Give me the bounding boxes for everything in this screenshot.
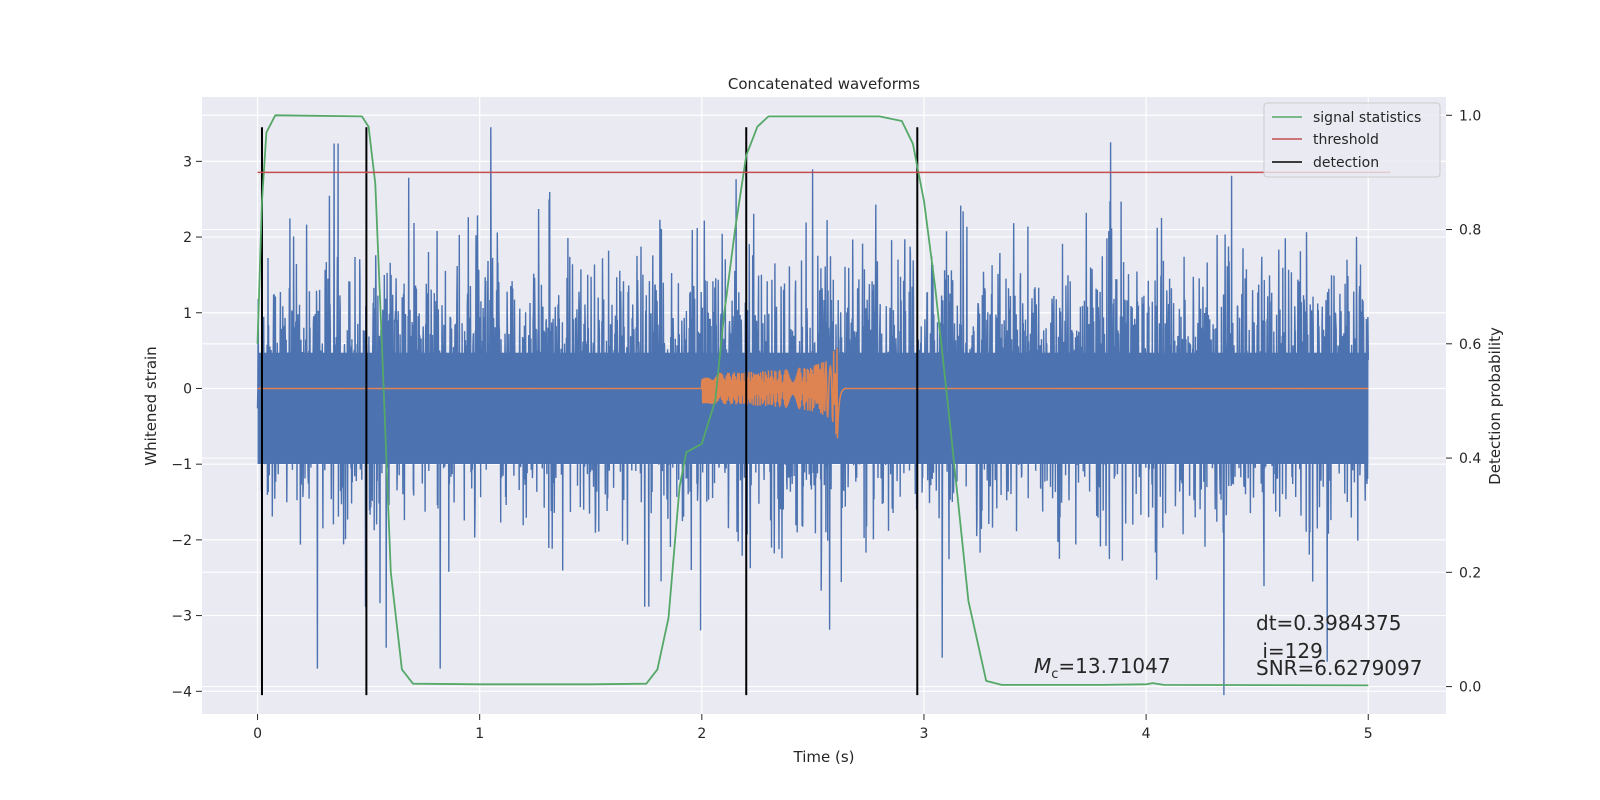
x-tick-label: 0 [253, 726, 262, 742]
y-tick-label: 1 [183, 306, 192, 322]
y2-axis-label: Detection probability [1486, 327, 1504, 485]
y-axis-ticks: 3 2 1 0 −1 −2 −3 −4 [171, 154, 202, 700]
signal-statistics-line [256, 114, 1369, 687]
mc-symbol: M [1034, 654, 1051, 678]
x-axis-ticks: 0 1 2 3 4 5 [253, 714, 1373, 742]
x-tick-label: 4 [1142, 726, 1151, 742]
legend-label-threshold: threshold [1313, 132, 1379, 148]
index-annotation: i=129 [1256, 639, 1323, 663]
y-tick-label: −3 [171, 609, 192, 625]
chirp-line [257, 348, 1369, 439]
legend: signal statistics threshold detection [1263, 102, 1441, 178]
dt-annotation: dt=0.3984375 [1256, 611, 1401, 635]
mc-subscript: c [1051, 667, 1058, 682]
legend-label-detection: detection [1313, 155, 1379, 171]
y-tick-label: −2 [171, 533, 192, 549]
x-tick-label: 5 [1364, 726, 1373, 742]
chirp-mass-annotation: Mc=13.71047 [1034, 654, 1171, 682]
y-axis-label: Whitened strain [142, 346, 160, 465]
y2-tick-label: 1.0 [1459, 108, 1481, 124]
y2-tick-label: 0.4 [1459, 451, 1481, 467]
y-tick-label: 2 [183, 230, 192, 246]
x-axis-label: Time (s) [793, 748, 855, 766]
injected-signal-series [257, 348, 1369, 439]
snr-annotation: SNR=6.6279097 [1256, 656, 1422, 680]
mc-value: =13.71047 [1058, 654, 1170, 678]
y-tick-label: 0 [183, 381, 192, 397]
y2-axis-ticks: 1.0 0.8 0.6 0.4 0.2 0.0 [1446, 108, 1481, 696]
x-tick-label: 1 [475, 726, 484, 742]
y2-tick-label: 0.8 [1459, 223, 1481, 239]
y-tick-label: 3 [183, 154, 192, 170]
y2-tick-label: 0.6 [1459, 337, 1481, 353]
y2-tick-label: 0.2 [1459, 565, 1481, 581]
x-tick-label: 2 [697, 726, 706, 742]
legend-box [1263, 102, 1441, 178]
legend-label-signal-statistics: signal statistics [1313, 110, 1421, 126]
x-tick-label: 3 [920, 726, 929, 742]
y2-tick-label: 0.0 [1459, 680, 1481, 696]
y-tick-label: −4 [171, 684, 192, 700]
y-tick-label: −1 [171, 457, 192, 473]
chart-title: Concatenated waveforms [728, 75, 920, 93]
signal-statistics-series [256, 114, 1369, 687]
